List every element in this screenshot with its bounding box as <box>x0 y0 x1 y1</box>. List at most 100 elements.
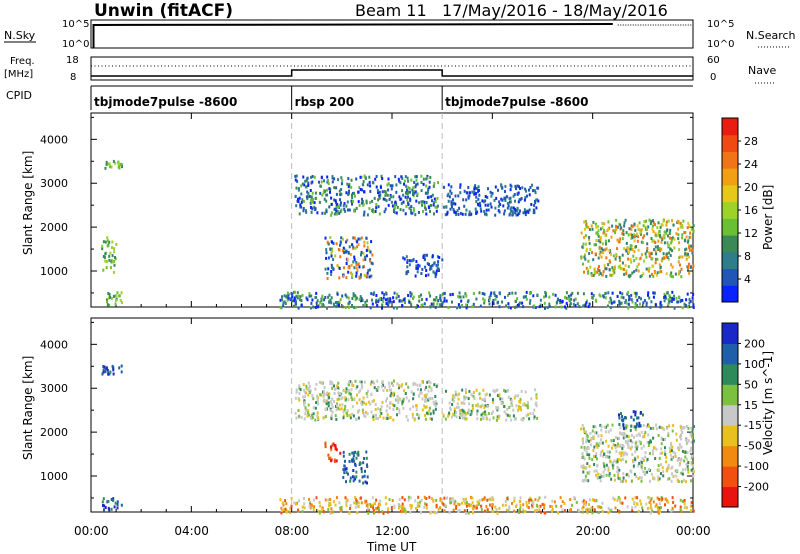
echo-cell <box>403 257 406 261</box>
echo-cell <box>407 179 410 183</box>
echo-cell <box>512 194 515 198</box>
echo-cell <box>591 429 594 433</box>
echo-cell <box>420 391 423 395</box>
echo-cell <box>674 504 677 508</box>
echo-cell <box>405 396 408 400</box>
echo-cell <box>426 191 429 195</box>
echo-cell <box>690 431 693 435</box>
echo-cell <box>425 269 428 272</box>
echo-cell <box>471 407 474 411</box>
echo-cell <box>472 504 475 508</box>
echo-cell <box>593 498 596 502</box>
echo-cell <box>613 265 616 269</box>
echo-cell <box>620 301 623 305</box>
echo-cell <box>681 449 684 453</box>
echo-cell <box>407 186 410 190</box>
echo-cell <box>478 193 481 197</box>
echo-cell <box>667 431 670 435</box>
echo-cell <box>323 179 325 183</box>
echo-cell <box>423 495 426 499</box>
echo-cell <box>481 498 484 502</box>
echo-cell <box>475 211 478 215</box>
echo-cell <box>690 479 692 483</box>
echo-cell <box>335 242 338 246</box>
echo-cell <box>354 495 357 499</box>
echo-cell <box>626 292 629 296</box>
echo-cell <box>649 503 652 507</box>
echo-cell <box>332 500 335 504</box>
echo-cell <box>359 461 361 465</box>
echo-cell <box>364 255 366 259</box>
colorbar-swatch <box>722 363 738 385</box>
echo-cell <box>621 443 624 447</box>
echo-cell <box>491 503 494 507</box>
echo-cell <box>555 504 558 508</box>
echo-cell <box>344 250 347 254</box>
echo-cell <box>583 448 586 452</box>
echo-cell <box>630 244 633 248</box>
echo-cell <box>646 457 649 461</box>
echo-cell <box>501 401 504 405</box>
echo-cell <box>366 213 369 217</box>
echo-cell <box>372 509 375 513</box>
echo-cell <box>421 203 423 207</box>
echo-cell <box>603 467 606 471</box>
echo-cell <box>621 501 624 505</box>
echo-cell <box>525 290 528 294</box>
echo-cell <box>667 477 669 481</box>
echo-cell <box>342 246 345 250</box>
echo-cell <box>452 394 455 398</box>
echo-cell <box>406 201 409 205</box>
echo-cell <box>316 397 319 401</box>
echo-cell <box>338 189 341 193</box>
echo-cell <box>632 464 635 468</box>
echo-cell <box>494 206 497 210</box>
echo-cell <box>681 306 684 310</box>
echo-cell <box>348 208 351 212</box>
echo-cell <box>555 301 558 305</box>
echo-cell <box>679 221 682 225</box>
echo-cell <box>412 405 415 409</box>
echo-cell <box>318 180 320 184</box>
echo-cell <box>413 190 416 193</box>
echo-cell <box>432 411 435 415</box>
echo-cell <box>371 302 374 306</box>
echo-cell <box>120 364 123 368</box>
echo-cell <box>635 475 638 479</box>
echo-cell <box>113 247 116 251</box>
echo-cell <box>665 220 668 224</box>
echo-cell <box>416 266 419 270</box>
echo-cell <box>522 503 525 507</box>
echo-cell <box>371 262 374 266</box>
echo-cell <box>335 200 337 204</box>
echo-cell <box>347 185 350 189</box>
echo-cell <box>585 479 588 483</box>
echo-cell <box>380 412 383 415</box>
echo-cell <box>435 209 438 213</box>
echo-cell <box>482 417 485 421</box>
echo-cell <box>354 450 357 454</box>
echo-cell <box>354 298 357 302</box>
echo-cell <box>280 511 283 515</box>
echo-cell <box>497 407 500 411</box>
echo-cell <box>460 304 463 308</box>
echo-cell <box>303 388 306 392</box>
echo-cell <box>692 464 695 468</box>
echo-cell <box>594 298 597 302</box>
echo-cell <box>658 425 661 429</box>
echo-cell <box>315 301 318 305</box>
echo-cell <box>362 461 365 465</box>
echo-cell <box>634 458 637 462</box>
echo-cell <box>492 416 495 420</box>
echo-cell <box>537 498 540 502</box>
echo-cell <box>351 451 354 455</box>
echo-cell <box>296 296 299 300</box>
echo-cell <box>649 499 652 503</box>
echo-cell <box>401 189 404 193</box>
echo-cell <box>582 242 585 246</box>
echo-cell <box>371 199 374 203</box>
echo-cell <box>649 305 652 309</box>
echo-cell <box>519 187 522 190</box>
echo-cell <box>515 187 517 191</box>
echo-cell <box>607 304 609 308</box>
